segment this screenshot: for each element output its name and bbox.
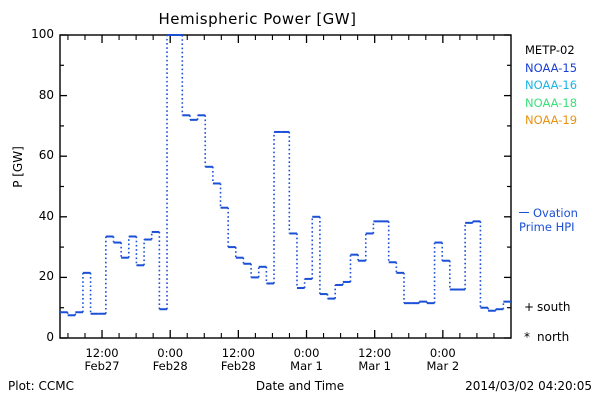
plus-icon: +	[524, 300, 535, 314]
legend-south-label: south	[537, 300, 571, 314]
x-tick-date: Mar 2	[426, 358, 460, 373]
x-tick-time: 0:00	[429, 346, 456, 360]
y-tick-label: 80	[38, 87, 54, 102]
footer-plot-source: Plot: CCMC	[8, 379, 74, 393]
footer-timestamp: 2014/03/02 04:20:05	[465, 379, 592, 393]
x-tick-date: Mar 1	[358, 358, 391, 373]
x-tick-label: 0:00 Feb28	[130, 347, 210, 372]
ovation-dash-icon	[519, 212, 529, 213]
x-tick-time: 0:00	[293, 346, 320, 360]
y-tick-label: 100	[31, 27, 54, 41]
x-tick-label: 12:00 Feb27	[62, 347, 142, 372]
x-tick-time: 12:00	[221, 346, 255, 360]
x-tick-date: Feb27	[84, 358, 120, 373]
ovation-legend-line1: Ovation	[519, 206, 578, 221]
x-tick-label: 12:00 Feb28	[198, 347, 278, 372]
asterisk-icon: *	[524, 330, 530, 344]
satellite-legend-item-1: NOAA-15	[525, 60, 578, 75]
ovation-legend-label1: Ovation	[533, 206, 578, 220]
x-tick-label: 0:00 Mar 1	[267, 347, 347, 372]
satellite-legend-item-3: NOAA-18	[525, 95, 578, 110]
y-tick-label: 0	[46, 330, 54, 344]
y-tick-label: 20	[38, 269, 54, 284]
legend-north: * north	[524, 330, 569, 344]
ovation-legend: Ovation Prime HPI	[519, 206, 578, 234]
legend-north-label: north	[537, 330, 570, 344]
y-tick-label: 40	[38, 208, 54, 223]
footer-x-axis-title: Date and Time	[255, 379, 345, 393]
x-tick-time: 0:00	[157, 346, 184, 360]
chart-title: Hemispheric Power [GW]	[158, 10, 357, 28]
ovation-legend-line2: Prime HPI	[519, 219, 575, 234]
x-tick-time: 12:00	[358, 346, 392, 360]
x-tick-label: 12:00 Mar 1	[335, 347, 415, 372]
x-tick-label: 0:00 Mar 2	[403, 347, 483, 372]
plot-frame	[59, 34, 512, 339]
x-tick-time: 12:00	[85, 346, 119, 360]
x-tick-date: Mar 1	[290, 358, 323, 373]
legend-south: + south	[524, 300, 571, 314]
x-tick-date: Feb28	[220, 358, 256, 373]
x-tick-date: Feb28	[152, 358, 188, 373]
satellite-legend-item-4: NOAA-19	[525, 113, 578, 127]
y-tick-label: 60	[38, 148, 54, 163]
satellite-legend-item-0: METP-02	[525, 43, 575, 57]
satellite-legend-item-2: NOAA-16	[525, 78, 578, 92]
satellite-legend: METP-02 NOAA-15 NOAA-16 NOAA-18 NOAA-19	[525, 42, 577, 130]
